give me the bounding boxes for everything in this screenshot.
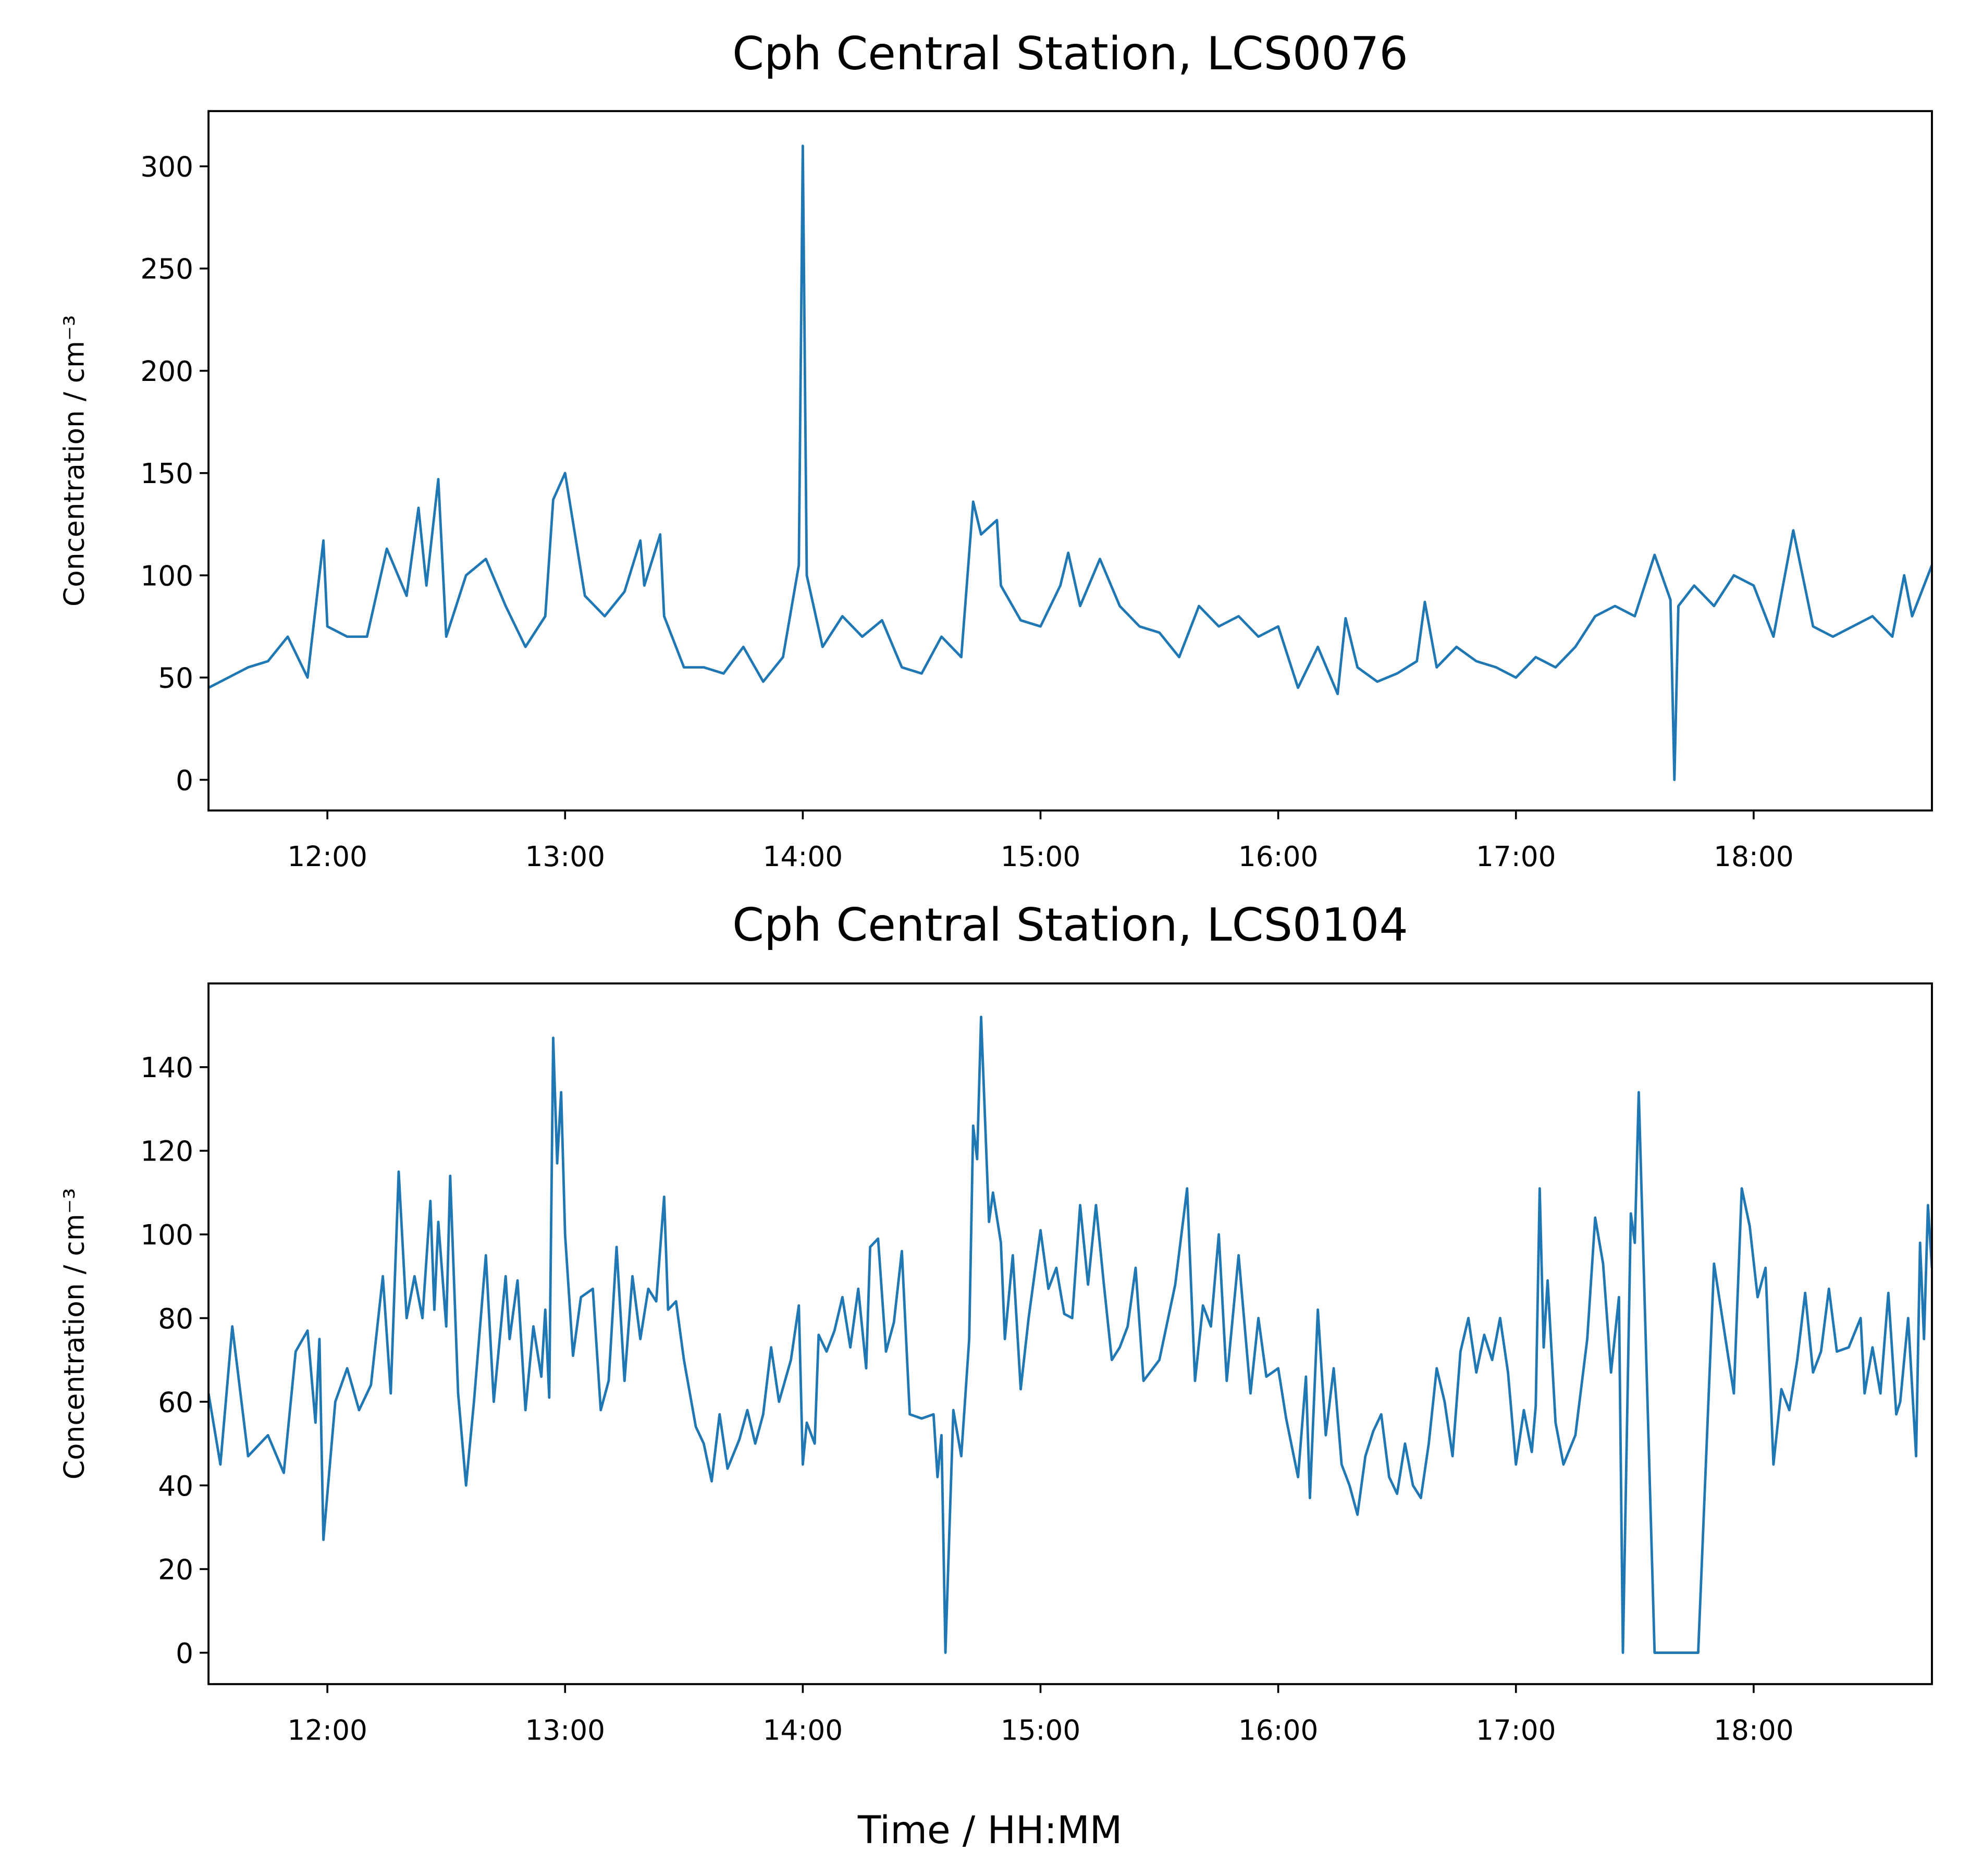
y-axis-label: Concentration / cm⁻³ [58, 1188, 90, 1479]
x-tick-label: 12:00 [287, 841, 367, 873]
y-tick-label: 250 [140, 253, 193, 286]
x-tick-label: 13:00 [525, 1714, 605, 1746]
y-tick-label: 150 [140, 458, 193, 490]
x-tick-label: 14:00 [763, 1714, 843, 1746]
subplot: Cph Central Station, LCS0104 Concentratio… [58, 898, 1933, 1746]
x-tick-label: 17:00 [1476, 1714, 1556, 1746]
x-tick-label: 14:00 [763, 841, 843, 873]
y-tick-label: 50 [158, 662, 193, 695]
y-tick-label: 0 [176, 764, 193, 797]
x-tick-label: 16:00 [1238, 1714, 1319, 1746]
chart-title: Cph Central Station, LCS0104 [732, 898, 1408, 952]
x-tick-label: 17:00 [1476, 841, 1556, 873]
x-tick-label: 18:00 [1714, 1714, 1794, 1746]
y-tick-label: 0 [176, 1637, 193, 1670]
y-tick-label: 140 [140, 1052, 193, 1084]
data-line [208, 1016, 1932, 1654]
y-tick-label: 40 [158, 1470, 193, 1502]
x-tick-label: 16:00 [1238, 841, 1319, 873]
x-tick-label: 12:00 [287, 1714, 367, 1746]
plot-area [208, 1016, 1932, 1654]
x-tick-label: 13:00 [525, 841, 605, 873]
y-tick-label: 300 [140, 151, 193, 183]
subplot: Cph Central Station, LCS0076 Concentratio… [58, 27, 1933, 873]
y-tick-label: 60 [158, 1386, 193, 1418]
y-tick-label: 80 [158, 1303, 193, 1335]
x-tick-label: 18:00 [1714, 841, 1794, 873]
chart-title: Cph Central Station, LCS0076 [732, 27, 1408, 80]
data-line [208, 144, 1932, 781]
y-tick-label: 100 [140, 560, 193, 592]
x-tick-label: 15:00 [1001, 841, 1081, 873]
y-axis-label: Concentration / cm⁻³ [58, 315, 90, 607]
x-axis-label: Time / HH:MM [857, 1809, 1123, 1853]
plot-area [208, 144, 1932, 781]
axes-frame [207, 110, 1933, 812]
y-tick-label: 120 [140, 1136, 193, 1168]
x-tick-label: 15:00 [1001, 1714, 1081, 1746]
axes-frame [207, 982, 1933, 1685]
y-tick-label: 200 [140, 355, 193, 388]
y-tick-label: 20 [158, 1553, 193, 1586]
y-tick-label: 100 [140, 1219, 193, 1251]
